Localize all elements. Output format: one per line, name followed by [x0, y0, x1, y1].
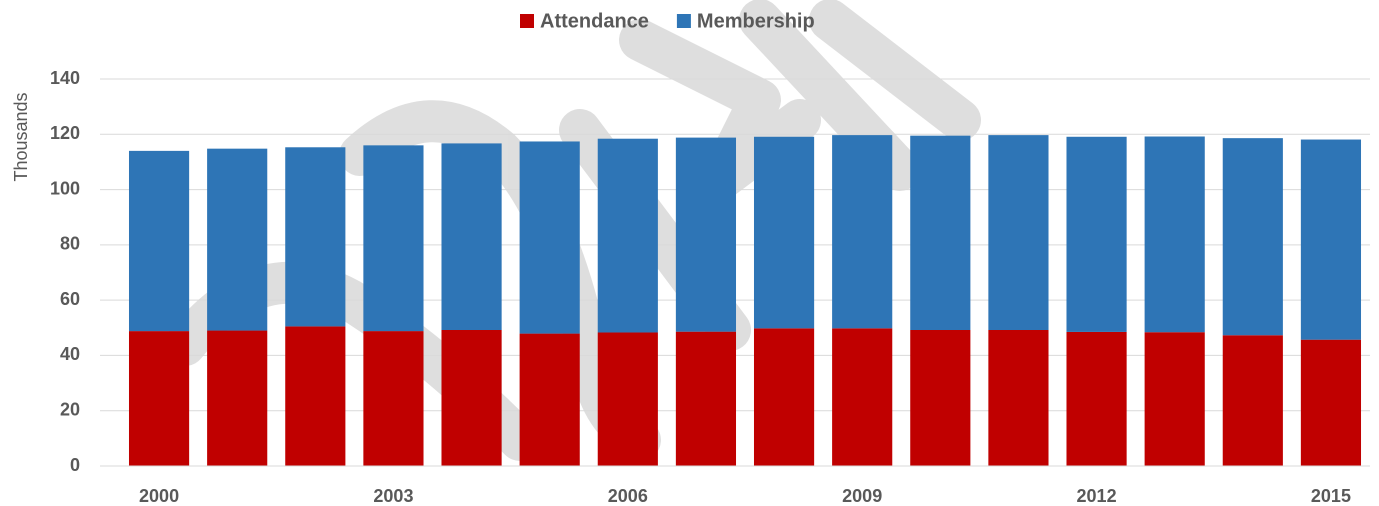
bar-segment	[1222, 335, 1283, 466]
y-axis-label: Thousands	[11, 92, 31, 181]
bar-segment	[675, 137, 737, 332]
legend-swatch	[520, 14, 534, 28]
bar-segment	[753, 136, 815, 329]
bar-segment	[1300, 339, 1362, 466]
bar-segment	[1144, 136, 1205, 333]
bar-segment	[988, 329, 1049, 466]
bar-segment	[910, 329, 971, 466]
x-tick-label: 2012	[1077, 486, 1117, 506]
bar-segment	[832, 328, 893, 466]
bar-segment	[1066, 331, 1127, 466]
bar-segment	[1222, 138, 1283, 336]
legend-label: Membership	[697, 10, 815, 32]
bar-segment	[1144, 332, 1205, 466]
y-tick-label: 140	[50, 68, 80, 88]
x-tick-label: 2000	[139, 486, 179, 506]
x-tick-label: 2015	[1311, 486, 1351, 506]
bar-segment	[1300, 139, 1362, 340]
bar-segment	[207, 148, 268, 331]
bar-segment	[988, 135, 1049, 330]
y-tick-label: 0	[70, 455, 80, 475]
y-tick-label: 120	[50, 123, 80, 143]
watermark-stroke	[809, 0, 981, 141]
bar-segment	[910, 135, 971, 330]
bar-segment	[832, 135, 893, 329]
bar-segment	[363, 331, 424, 466]
bar-segment	[597, 332, 658, 466]
x-tick-label: 2006	[608, 486, 648, 506]
y-tick-label: 20	[60, 399, 80, 419]
bar-segment	[441, 329, 502, 466]
bar-segment	[519, 141, 580, 334]
bar-segment	[753, 328, 815, 466]
bar-segment	[207, 330, 268, 466]
bar-segment	[441, 143, 502, 330]
bar-segment	[363, 145, 424, 332]
bar-segment	[128, 150, 190, 332]
y-tick-label: 80	[60, 234, 80, 254]
y-tick-label: 60	[60, 289, 80, 309]
y-tick-label: 100	[50, 178, 80, 198]
bar-segment	[675, 331, 737, 466]
bar-segment	[285, 147, 346, 327]
bar-segment	[519, 333, 580, 466]
bar-segment	[285, 326, 346, 466]
bar-segment	[1066, 136, 1127, 332]
legend-swatch	[676, 14, 691, 28]
x-tick-label: 2009	[842, 486, 882, 506]
bar-segment	[597, 138, 658, 333]
bar-segment	[128, 331, 190, 466]
legend-label: Attendance	[540, 10, 649, 32]
x-tick-label: 2003	[373, 486, 413, 506]
y-tick-label: 40	[60, 344, 80, 364]
